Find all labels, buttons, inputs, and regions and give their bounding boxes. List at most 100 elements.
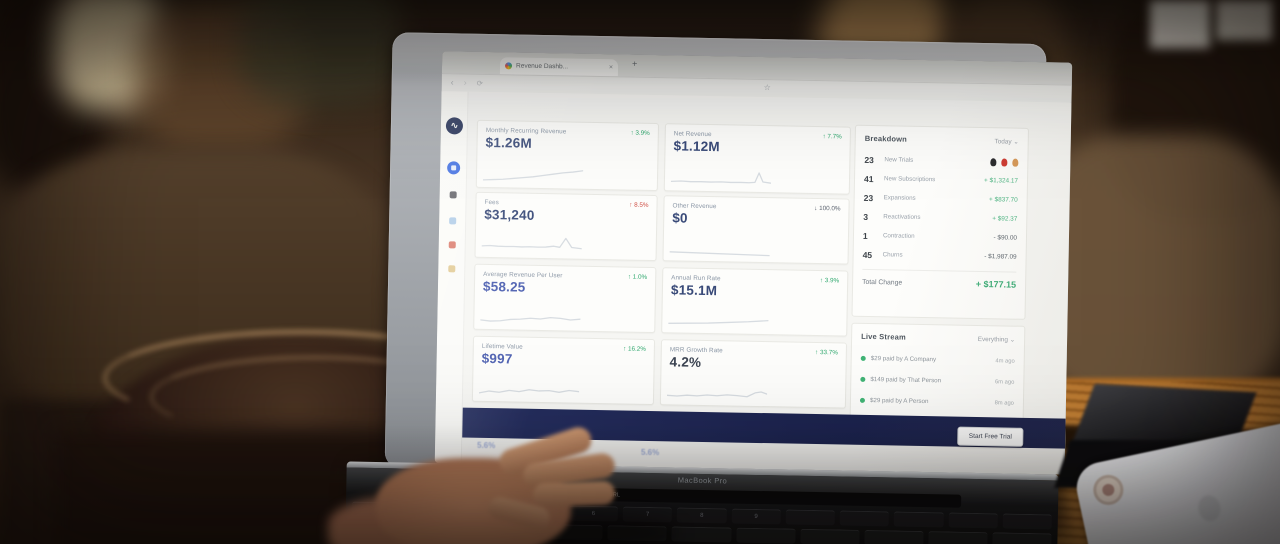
metric-value: $997: [481, 350, 513, 367]
breakdown-label: Contraction: [882, 232, 915, 240]
key[interactable]: [785, 509, 836, 526]
breakdown-row-churns: 45 Churns - $1,987.09: [862, 245, 1017, 267]
breakdown-value: - $90.00: [993, 234, 1018, 242]
stream-time: 6m ago: [994, 378, 1015, 386]
sparkline-chart: [668, 319, 769, 324]
bookmark-star-icon[interactable]: ☆: [763, 83, 771, 93]
breakdown-panel: Breakdown Today ⌄ 23 New Trials: [851, 124, 1029, 320]
trial-avatar-icon: [990, 157, 997, 166]
sparkline-chart: [478, 389, 580, 394]
key[interactable]: [928, 531, 988, 544]
live-stream-filter-dropdown[interactable]: Everything ⌄: [977, 335, 1016, 344]
background-white-box: [1216, 0, 1272, 40]
chevron-down-icon: ⌄: [1013, 138, 1019, 146]
key[interactable]: [864, 529, 924, 544]
sidebar-icon-3[interactable]: [448, 241, 456, 249]
breakdown-count: 41: [863, 173, 874, 184]
breakdown-count: 3: [863, 211, 869, 222]
breakdown-label: New Subscriptions: [883, 175, 936, 184]
sparkline-chart: [481, 237, 582, 250]
tab-title: Revenue Dashb...: [515, 62, 569, 71]
chevron-down-icon: ⌄: [1009, 336, 1016, 344]
metric-card-other-revenue[interactable]: Other Revenue ↓ 100.0% $0: [662, 195, 850, 265]
forward-icon[interactable]: ›: [463, 77, 467, 88]
breakdown-value: + $1,324.17: [983, 177, 1019, 185]
key[interactable]: [799, 528, 860, 544]
metric-card-lifetime-value[interactable]: Lifetime Value ↑ 16.2% $997: [471, 335, 656, 406]
metric-delta: ↑ 8.5%: [629, 201, 649, 209]
background-white-box: [1150, 0, 1210, 48]
breakdown-label: Churns: [882, 251, 903, 259]
metric-delta: ↑ 7.7%: [822, 133, 842, 141]
key[interactable]: [735, 527, 796, 544]
metric-value: $15.1M: [670, 282, 718, 299]
breakdown-title: Breakdown: [864, 133, 908, 144]
macbook-pro-label: MacBook Pro: [677, 475, 728, 486]
sidebar-icon-4[interactable]: [448, 265, 456, 273]
key[interactable]: [992, 532, 1052, 544]
sidebar-item-dashboard[interactable]: [447, 161, 461, 175]
live-stream-title: Live Stream: [861, 331, 906, 342]
screen-bezel: Revenue Dashb... × + ‹ › ⟳ ☆ ∿: [384, 32, 1073, 481]
metric-card-net-revenue[interactable]: Net Revenue ↑ 7.7% $1.12M: [663, 123, 851, 195]
metric-card-arpu[interactable]: Average Revenue Per User ↑ 1.0% $58.25: [473, 263, 657, 334]
tab-close-icon[interactable]: ×: [608, 64, 614, 72]
laptop-screen: Revenue Dashb... × + ‹ › ⟳ ☆ ∿: [434, 51, 1073, 475]
metric-label: Fees: [484, 198, 499, 207]
metric-delta: ↑ 3.9%: [630, 129, 650, 137]
trial-avatar-icon: [1001, 157, 1008, 167]
stream-text: $149 paid by That Person: [870, 376, 942, 385]
key-9[interactable]: 9: [731, 508, 781, 525]
start-free-trial-button[interactable]: Start Free Trial: [957, 426, 1024, 447]
metric-delta: ↑ 1.0%: [627, 273, 648, 281]
metric-label: Average Revenue Per User: [483, 270, 563, 280]
stream-item: $29 paid by A Company 4m ago: [860, 348, 1015, 372]
breakdown-filter-dropdown[interactable]: Today ⌄: [994, 137, 1019, 146]
breakdown-value: - $1,987.09: [984, 253, 1017, 261]
metric-value: $0: [672, 210, 688, 226]
key[interactable]: [894, 511, 944, 528]
back-icon[interactable]: ‹: [450, 77, 454, 88]
metric-card-mrr-growth[interactable]: MRR Growth Rate ↑ 33.7% 4.2%: [659, 339, 848, 409]
new-tab-button[interactable]: +: [632, 58, 638, 69]
dashboard-page: ∿ Monthly Recurring Revenue ↑ 3.9% $1.26M: [434, 91, 1072, 475]
metric-delta: ↑ 3.9%: [819, 277, 840, 285]
metric-value: $58.25: [482, 278, 526, 295]
stream-time: 4m ago: [995, 357, 1015, 365]
breakdown-count: 45: [862, 249, 873, 260]
breakdown-label: Reactivations: [883, 213, 921, 221]
sparkline-chart: [669, 251, 770, 257]
refresh-icon[interactable]: ⟳: [476, 78, 484, 88]
key-8[interactable]: 8: [677, 507, 727, 524]
background-blur: [240, 0, 400, 105]
total-change-label: Total Change: [862, 278, 903, 287]
sparkline-chart: [480, 317, 581, 322]
metric-label: Net Revenue: [673, 130, 712, 139]
metric-label: Monthly Recurring Revenue: [485, 126, 567, 136]
stream-item: $29 paid by A Person 8m ago: [859, 390, 1014, 414]
metric-delta: ↑ 33.7%: [815, 349, 838, 357]
metric-card-fees[interactable]: Fees ↑ 8.5% $31,240: [474, 191, 658, 262]
metric-card-mrr[interactable]: Monthly Recurring Revenue ↑ 3.9% $1.26M: [475, 119, 660, 192]
sparkline-chart: [670, 172, 772, 184]
key[interactable]: [1002, 513, 1052, 530]
key[interactable]: [839, 510, 890, 527]
metric-delta: ↓ 100.0%: [814, 204, 841, 213]
metric-value: 4.2%: [669, 354, 702, 370]
metric-value: $1.12M: [673, 138, 720, 155]
ring-finger: [532, 480, 616, 508]
metric-value: $1.26M: [485, 134, 532, 151]
sidebar-icon-2[interactable]: [449, 217, 457, 225]
key[interactable]: [948, 512, 998, 529]
trial-avatar-icon: [1012, 158, 1019, 167]
key[interactable]: [671, 526, 732, 543]
metric-delta: ↑ 16.2%: [623, 345, 646, 353]
metric-card-annual-run-rate[interactable]: Annual Run Rate ↑ 3.9% $15.1M: [661, 267, 849, 337]
breakdown-count: 23: [864, 154, 874, 165]
phone-camera-icon: [1090, 472, 1127, 508]
sidebar-icon-1[interactable]: [449, 191, 457, 199]
breakdown-label: New Trials: [884, 156, 914, 164]
browser-tab[interactable]: Revenue Dashb... ×: [499, 57, 619, 77]
breakdown-count: 1: [862, 230, 868, 241]
stream-item: $149 paid by That Person 6m ago: [860, 369, 1014, 393]
